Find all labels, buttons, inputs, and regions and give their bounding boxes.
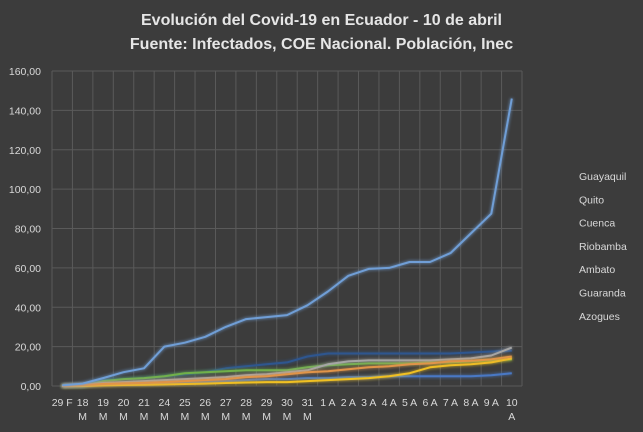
y-tick-label: 0,00 [21,381,42,393]
x-tick-label: 2 A [341,397,356,409]
x-tick-label: 4 A [382,397,397,409]
series-lines [62,98,513,387]
x-tick-label: M [303,411,312,423]
series-line-cuenca [62,346,513,387]
x-tick-label: A [508,411,515,423]
chart-subtitle: Fuente: Infectados, COE Nacional. Poblac… [129,36,514,53]
x-tick-label: M [221,411,230,423]
x-tick-label: 26 [199,397,211,409]
x-tick-label: M [242,411,251,423]
legend-label: Riobamba [579,241,627,253]
x-tick-label: 9 A [484,397,499,409]
x-tick-label: M [78,411,87,423]
y-tick-label: 120,00 [9,145,41,157]
x-tick-label: M [201,411,210,423]
x-tick-label: 29 F [52,397,73,409]
legend-label: Ambato [579,264,615,276]
legend-label: Guayaquil [579,171,626,183]
legend-label: Cuenca [579,218,615,230]
series-line-guayaquil [62,98,513,387]
x-tick-label: M [140,411,149,423]
series-line-riobamba [62,357,512,387]
x-tick-label: M [180,411,189,423]
x-tick-label: 5 A [402,397,417,409]
x-tick-label: M [99,411,108,423]
x-tick-label: 31 [302,397,314,409]
legend-label: Quito [579,194,604,206]
y-tick-label: 20,00 [15,342,41,354]
x-tick-label: 21 [138,397,150,409]
y-tick-label: 160,00 [9,66,41,78]
x-tick-label: 25 [179,397,191,409]
x-tick-label: M [283,411,292,423]
x-tick-label: 24 [159,397,171,409]
x-tick-label: M [262,411,271,423]
x-tick-label: 3 A [361,397,376,409]
gridlines [51,70,523,387]
x-axis-ticks: 29 F 18 M 19 M 20 M 21 M 24 M 25 M 26 M 27 M 28 M 29 M 30 M 31 M… [52,397,518,423]
legend: Guayaquil Quito Cuenca Riobamba Ambato Guaran… [550,171,627,323]
y-tick-label: 140,00 [9,105,41,117]
x-tick-label: 30 [281,397,293,409]
y-tick-label: 60,00 [15,263,41,275]
y-axis-ticks: 0,00 20,00 40,00 60,00 80,00 100,00 120,00 140,… [9,66,41,393]
series-line-quito [62,355,512,387]
x-tick-label: 20 [118,397,130,409]
x-tick-label: 1 A [320,397,335,409]
x-tick-label: 29 [261,397,273,409]
series-line-azogues [62,349,512,387]
x-tick-label: 8 A [463,397,478,409]
x-tick-label: M [160,411,169,423]
x-tick-label: 6 A [422,397,437,409]
x-tick-label: 7 A [443,397,458,409]
legend-label: Guaranda [579,288,626,300]
y-tick-label: 40,00 [15,302,41,314]
x-tick-label: 18 [77,397,89,409]
x-tick-label: 28 [240,397,252,409]
x-tick-label: M [119,411,128,423]
legend-label: Azogues [579,311,620,323]
x-tick-label: 19 [97,397,109,409]
x-tick-label: 10 [506,397,518,409]
chart-title: Evolución del Covid-19 en Ecuador - 10 d… [141,12,502,29]
y-tick-label: 80,00 [15,224,41,236]
x-tick-label: 27 [220,397,232,409]
y-tick-label: 100,00 [9,184,41,196]
